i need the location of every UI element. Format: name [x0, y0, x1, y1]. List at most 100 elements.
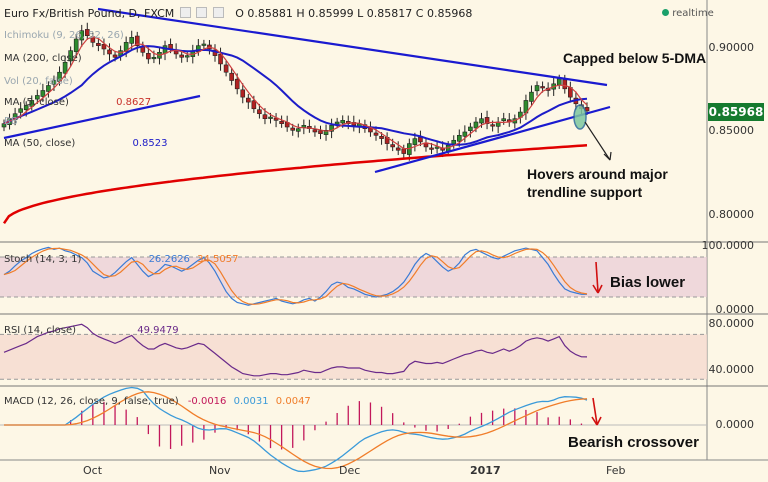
bearish-arrow-head: [591, 416, 602, 426]
legend-macd-value: 0.0031: [233, 396, 269, 407]
candle-up: [79, 30, 85, 41]
candle-down: [179, 54, 184, 58]
candle-up: [51, 80, 57, 85]
rsi-tick-80: 80.0000: [708, 317, 755, 330]
candle-up: [434, 146, 440, 149]
highlight-ellipse: [573, 104, 587, 130]
time-tick-nov: Nov: [209, 464, 231, 477]
rsi-tick-40: 40.0000: [708, 363, 755, 376]
price-tick-080: 0.80000: [708, 208, 755, 221]
candle-up: [479, 118, 484, 124]
legend-rsi-label: RSI (14, close): [4, 325, 77, 336]
legend-ichimoku[interactable]: Ichimoku (9, 26, 52, 26): [4, 30, 124, 41]
settings-icon[interactable]: [179, 7, 191, 18]
candle-down: [429, 147, 434, 150]
close-icon[interactable]: [212, 7, 224, 18]
stoch-band: [0, 257, 707, 297]
legend-ma50-value: 0.8523: [132, 138, 168, 149]
stoch-d-line: [3, 247, 588, 305]
legend-rsi[interactable]: RSI (14, close) 49.9479: [4, 325, 179, 336]
status-dot-icon: [662, 9, 669, 16]
candle-down: [218, 53, 223, 65]
candle-up: [40, 90, 46, 97]
annotation-bearish: Bearish crossover: [568, 434, 699, 451]
legend-macd-signal: 0.0047: [275, 396, 311, 407]
legend-ma5-label: MA (5, close): [4, 97, 69, 108]
candle-up: [151, 56, 157, 60]
candle-up: [329, 125, 334, 132]
legend-bb[interactable]: BB: [4, 116, 18, 127]
time-tick-2017: 2017: [470, 464, 501, 477]
candle-down: [390, 144, 395, 148]
legend-stoch-label: Stoch (14, 3, 1): [4, 254, 82, 265]
macd-line: [4, 386, 588, 473]
candle-up: [334, 121, 340, 125]
candle-down: [146, 52, 151, 60]
candle-down: [229, 72, 234, 81]
candle-down: [84, 29, 90, 37]
candle-down: [418, 136, 423, 143]
candle-down: [379, 135, 384, 139]
legend-vol[interactable]: Vol (20, false): [4, 76, 73, 87]
rsi-line: [3, 323, 588, 377]
price-tick-085: 0.85000: [708, 124, 755, 137]
candle-up: [529, 91, 534, 102]
candle-up: [451, 139, 457, 145]
bias-arrow-line: [595, 261, 599, 293]
legend-ichimoku-label: Ichimoku (9, 26, 52, 26): [4, 30, 124, 41]
candle-down: [312, 129, 318, 133]
candle-down: [290, 127, 296, 131]
candle-down: [96, 43, 101, 46]
candle-up: [201, 43, 207, 46]
symbol-title: Euro Fx/British Pound, D, FXCM: [4, 7, 175, 20]
candle-up: [412, 138, 418, 145]
legend-stoch[interactable]: Stoch (14, 3, 1) 26.2626 34.5057: [4, 254, 238, 265]
annotation-hovers-1: Hovers around major: [527, 166, 668, 182]
candle-up: [462, 131, 468, 137]
candle-down: [107, 49, 112, 55]
legend-macd[interactable]: MACD (12, 26, close, 9, false, true) -0.…: [4, 396, 311, 407]
realtime-label: realtime: [672, 8, 714, 19]
bias-arrow-head: [592, 284, 603, 294]
candle-down: [112, 54, 118, 58]
time-tick-oct: Oct: [83, 464, 103, 477]
candle-up: [73, 38, 79, 52]
candle-up: [456, 135, 462, 142]
header-symbol-row: Euro Fx/British Pound, D, FXCM O 0.85881…: [4, 7, 472, 20]
legend-ma5-value: 0.8627: [116, 97, 152, 108]
candle-up: [556, 78, 562, 86]
legend-stoch-k: 26.2626: [148, 254, 190, 265]
candle-up: [268, 116, 273, 119]
candle-up: [23, 105, 29, 111]
candle-down: [262, 114, 268, 120]
rising-trendline-left: [3, 94, 201, 140]
candle-down: [401, 148, 407, 154]
candle-up: [129, 37, 135, 44]
stoch-tick-0: 0.0000: [715, 303, 755, 316]
candle-down: [490, 124, 495, 127]
candle-up: [35, 95, 40, 100]
annotation-hovers-2: trendline support: [527, 184, 643, 200]
candle-down: [101, 44, 107, 50]
candle-down: [279, 121, 284, 124]
time-tick-feb: Feb: [606, 464, 626, 477]
candle-up: [468, 126, 473, 131]
legend-ma200[interactable]: MA (200, close): [4, 53, 82, 64]
candle-up: [473, 121, 479, 129]
candle-up: [340, 120, 345, 124]
rsi-band: [0, 334, 707, 380]
macd-signal-line: [4, 391, 588, 470]
legend-ma5[interactable]: MA (5, close) 0.8627: [4, 97, 151, 108]
macd-tick-0: 0.0000: [715, 418, 755, 431]
time-tick-dec: Dec: [339, 464, 361, 477]
ma5-line: [3, 36, 588, 150]
eye-icon[interactable]: [196, 7, 208, 18]
candle-down: [234, 78, 240, 90]
annotation-pointer-head: [603, 151, 612, 161]
annotation-capped: Capped below 5-DMA: [563, 50, 707, 66]
legend-ma50[interactable]: MA (50, close) 0.8523: [4, 138, 167, 149]
annotation-bias: Bias lower: [610, 274, 686, 291]
candle-down: [134, 35, 140, 46]
